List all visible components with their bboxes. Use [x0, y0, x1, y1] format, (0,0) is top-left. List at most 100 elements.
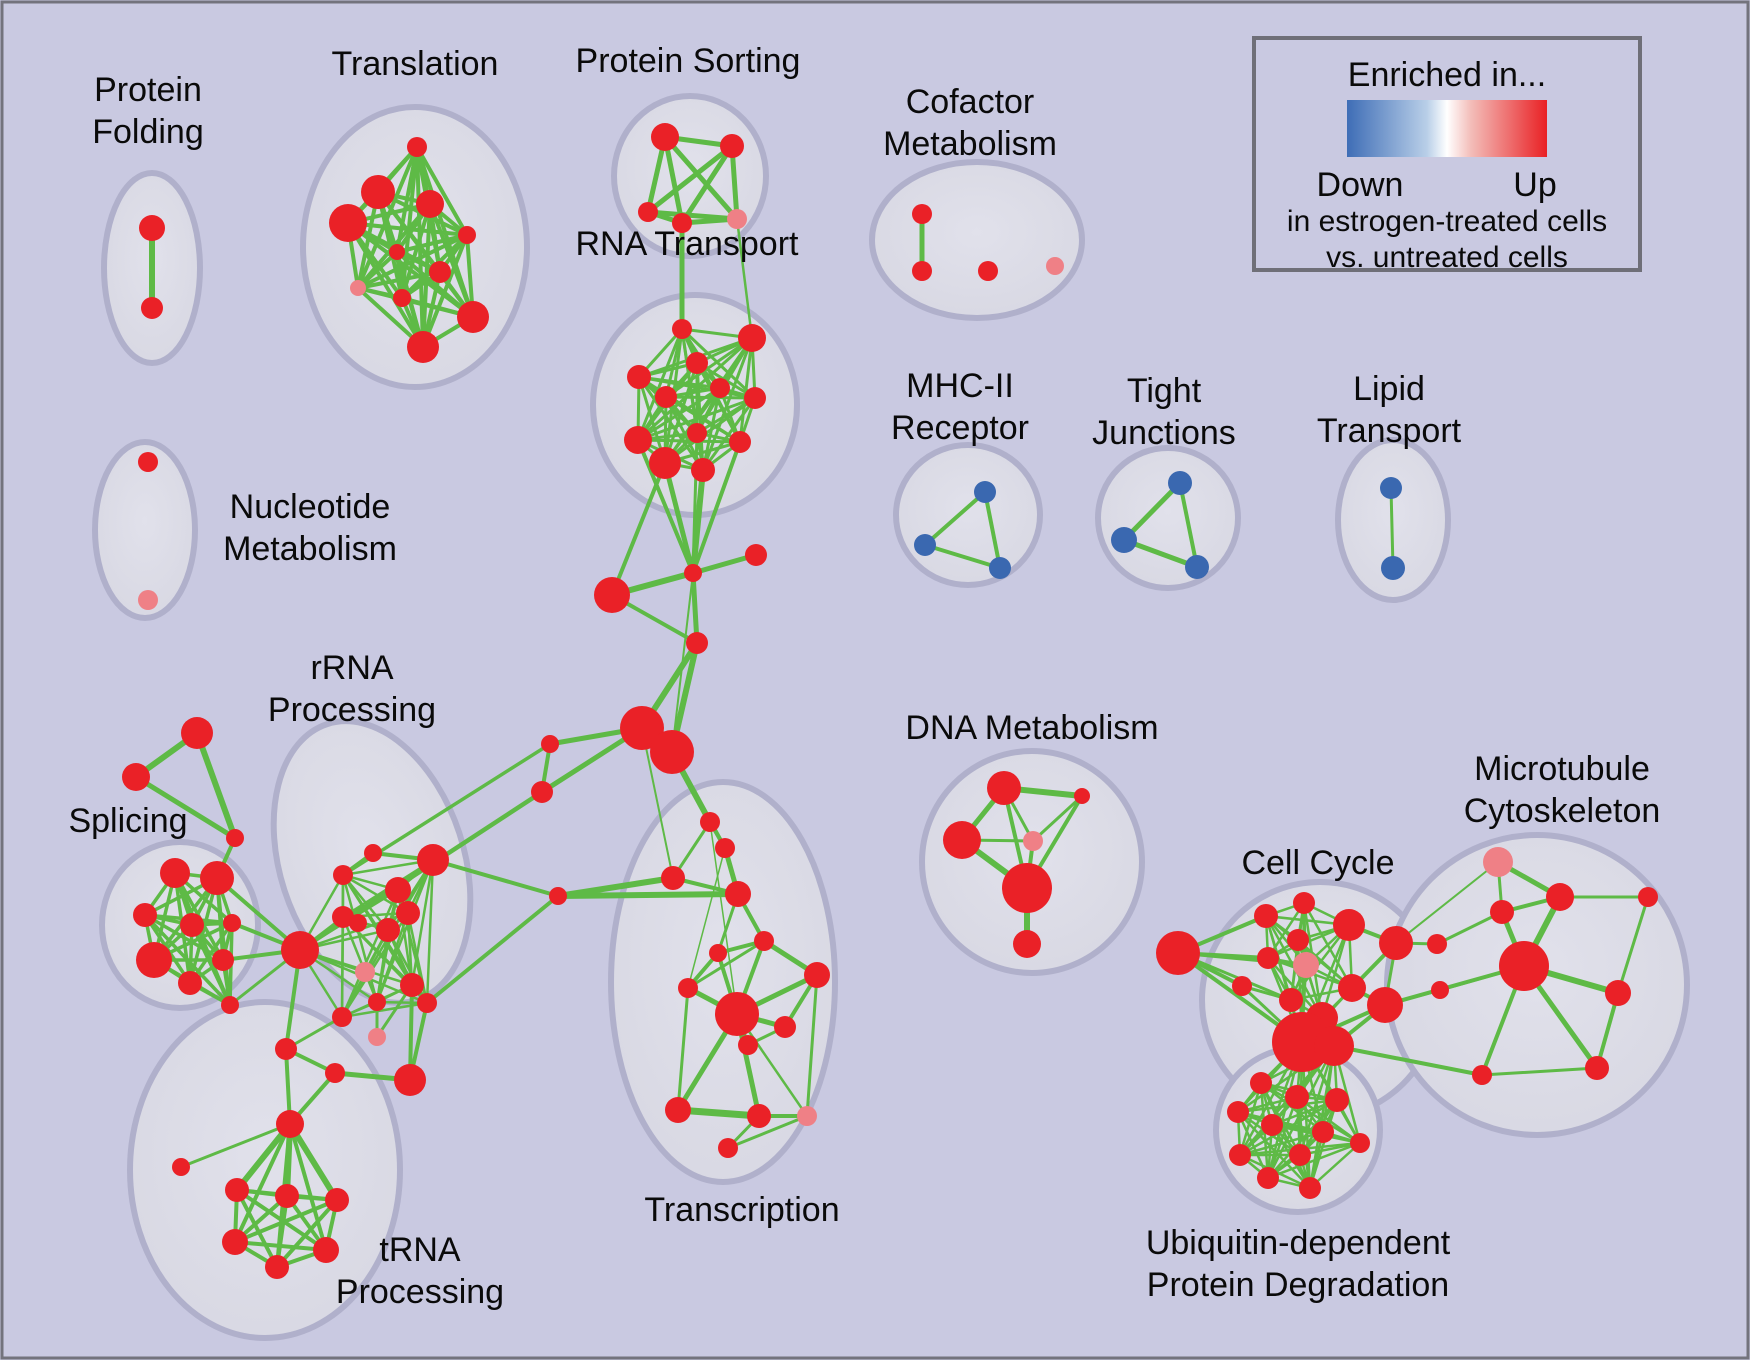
node-w2-red	[1490, 900, 1514, 924]
node-c9-red	[715, 992, 759, 1036]
edge	[425, 858, 435, 1005]
cluster-label-tight-junctions: Junctions	[1092, 414, 1236, 452]
node-c5-red	[754, 931, 774, 951]
edge	[636, 396, 757, 442]
node-p4-red	[672, 213, 692, 233]
node-r11-red	[649, 447, 681, 479]
node-w7-red	[1585, 1056, 1609, 1080]
node-m1-blue	[974, 481, 996, 503]
node-b9-red	[1289, 1144, 1311, 1166]
node-s5-red	[223, 914, 241, 932]
edge	[1308, 1044, 1336, 1190]
cluster-labels-layer: Protein Folding Translation Protein Sorting…	[68, 42, 1660, 1311]
node-t1-red	[407, 137, 427, 157]
node-C3-red	[661, 866, 685, 890]
node-w6-red	[1638, 887, 1658, 907]
node-s9-red	[221, 996, 239, 1014]
nodes-layer	[122, 123, 1658, 1279]
edge	[428, 202, 475, 319]
node-k13-red	[1272, 1012, 1332, 1072]
edge	[923, 543, 1002, 570]
cluster-label-mhc-ii-receptor: Receptor	[891, 409, 1029, 447]
node-d1-red	[987, 771, 1021, 805]
cluster-label-splicing: Splicing	[68, 802, 187, 840]
node-t5-red	[458, 226, 476, 244]
cluster-label-trna-processing: tRNA	[379, 1231, 461, 1269]
node-c12-red	[665, 1097, 691, 1123]
cluster-label-cofactor-metabolism: Cofactor	[906, 83, 1035, 121]
node-X2-red	[745, 544, 767, 566]
node-v2-red	[325, 1063, 345, 1083]
node-j3-blue	[1185, 555, 1209, 579]
node-r9-red	[624, 426, 652, 454]
edge	[662, 460, 696, 576]
edge	[983, 490, 1002, 570]
edge	[133, 774, 238, 841]
edge	[636, 336, 754, 442]
edge	[341, 873, 379, 1004]
edge	[287, 1121, 340, 1203]
node-k4-red	[1379, 926, 1413, 960]
node-c14-pink	[797, 1106, 817, 1126]
node-cm4-pink	[1046, 257, 1064, 275]
edge	[179, 1122, 292, 1169]
node-c15-red	[718, 1138, 738, 1158]
node-q6-red	[376, 918, 400, 942]
node-d6-red	[1013, 930, 1041, 958]
node-p1-red	[651, 123, 679, 151]
edge	[676, 986, 690, 1112]
node-k10-red	[1338, 974, 1366, 1002]
node-d5-red	[1002, 863, 1052, 913]
edge	[679, 143, 735, 226]
legend-caption-line1: in estrogen-treated cells	[1287, 205, 1607, 238]
legend-up-label: Up	[1513, 166, 1556, 204]
edge	[431, 858, 560, 898]
node-k1-red	[1254, 904, 1278, 928]
edge	[805, 973, 819, 1118]
node-b1-red	[1250, 1072, 1272, 1094]
edge	[346, 221, 469, 237]
node-t7-red	[429, 261, 451, 283]
edge	[340, 915, 345, 1019]
cluster-label-ubiquitin-degradation: Ubiquitin-dependent	[1146, 1224, 1451, 1262]
node-k3-red	[1333, 909, 1365, 941]
edge	[687, 847, 726, 989]
node-q5-red	[349, 914, 367, 932]
edge	[1435, 910, 1504, 946]
node-k11-red	[1367, 987, 1403, 1023]
node-t2-red	[361, 175, 395, 209]
legend: Enriched in... Down Up in estrogen-treat…	[1252, 36, 1642, 274]
node-t8-pink	[350, 280, 366, 296]
node-r12-red	[691, 458, 715, 482]
edge	[686, 939, 766, 990]
cluster-label-protein-sorting: Protein Sorting	[576, 42, 801, 80]
node-b2-red	[1285, 1085, 1309, 1109]
cluster-label-microtubule-cytoskeleton: Microtubule	[1474, 750, 1650, 788]
edge	[188, 921, 234, 985]
node-k6-pink	[1293, 952, 1319, 978]
node-pf1-red	[139, 215, 165, 241]
edge	[415, 145, 469, 237]
edge	[1238, 1130, 1325, 1157]
edge	[341, 915, 379, 1004]
node-k9-red	[1279, 988, 1303, 1012]
edge	[410, 858, 435, 987]
node-c6-red	[709, 944, 727, 962]
node-d4-pink	[1023, 831, 1043, 851]
edge	[662, 134, 740, 222]
node-j1-blue	[1168, 471, 1192, 495]
legend-caption-line2: vs. untreated cells	[1326, 241, 1568, 274]
edge	[726, 1114, 809, 1150]
node-r10-red	[729, 431, 751, 453]
node-q10-red	[368, 993, 386, 1011]
edge	[356, 270, 442, 290]
node-c7-red	[678, 978, 698, 998]
node-r2-red	[738, 324, 766, 352]
node-d2-red	[943, 821, 981, 859]
edge	[1389, 486, 1395, 570]
edge	[1178, 481, 1199, 569]
node-u4-red	[275, 1184, 299, 1208]
node-s6-red	[136, 942, 172, 978]
node-r8-red	[687, 423, 707, 443]
node-r6-red	[744, 387, 766, 409]
